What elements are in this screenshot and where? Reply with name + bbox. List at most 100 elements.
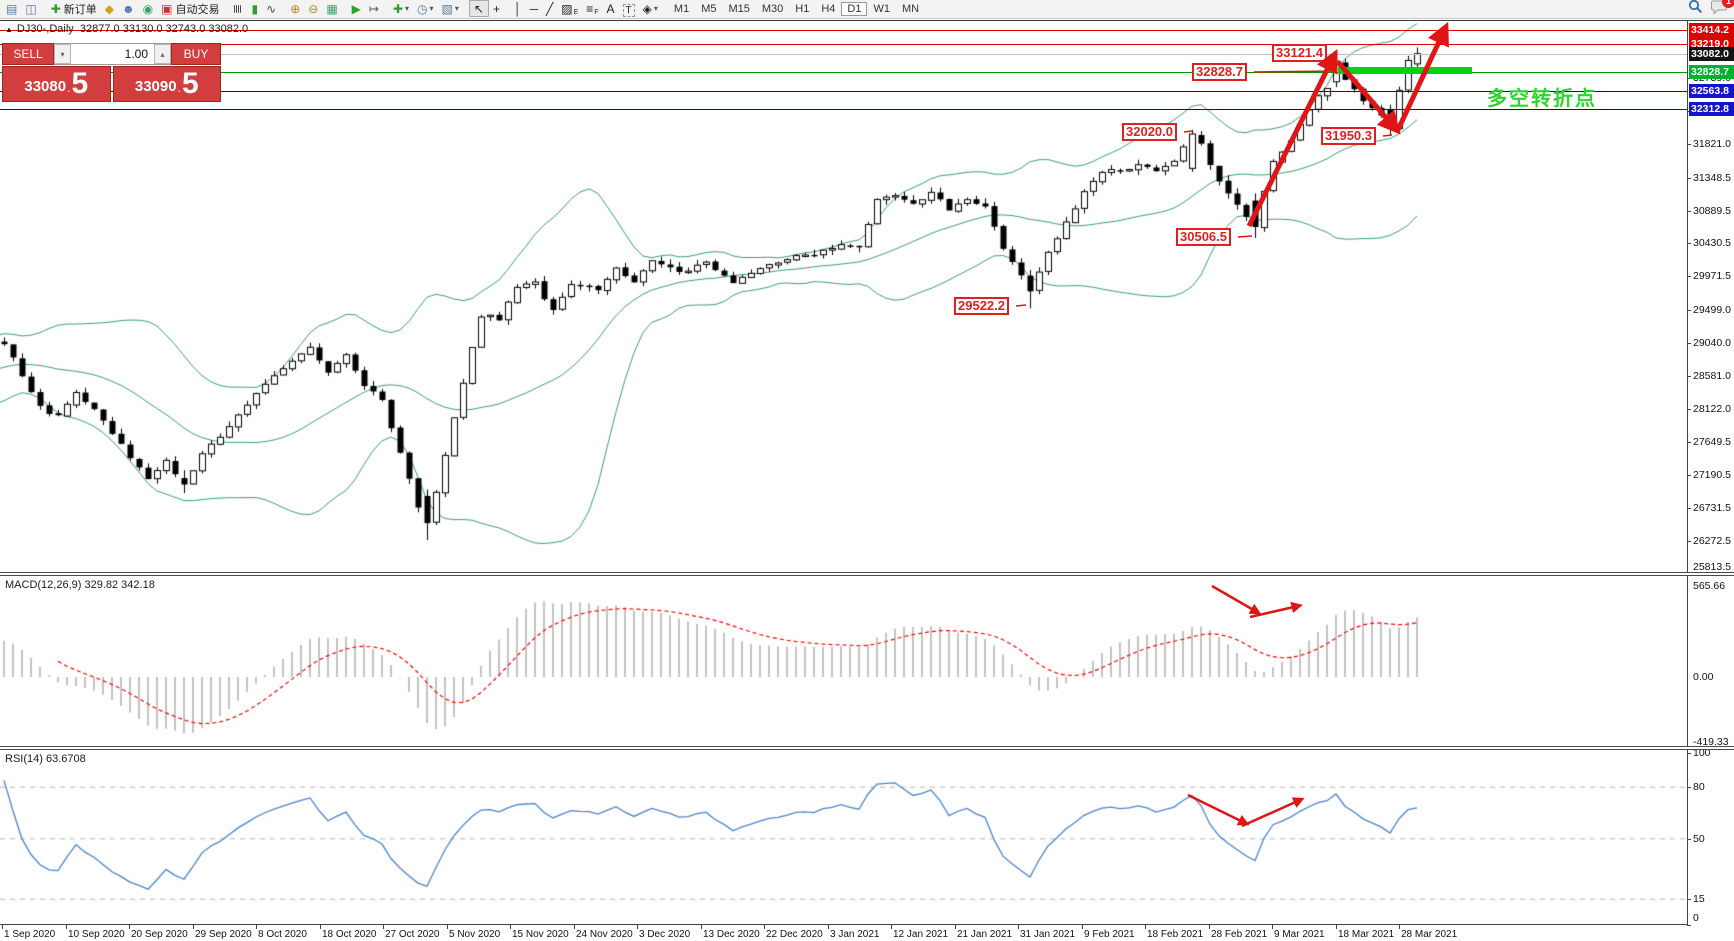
volume-input[interactable]: 1.00 — [124, 47, 148, 61]
tool-sub-letter: E — [573, 8, 579, 16]
price-annotation-box[interactable]: 32828.7 — [1192, 63, 1247, 81]
price-chart-canvas[interactable] — [0, 20, 1687, 572]
panel-separator[interactable] — [0, 572, 1734, 576]
timeframe-m5[interactable]: M5 — [701, 3, 717, 15]
tile-windows-icon: ▦ — [326, 1, 338, 16]
date-axis-label: 5 Nov 2020 — [449, 929, 501, 940]
timeframe-m1[interactable]: M1 — [673, 3, 690, 15]
chart-preview-icon[interactable]: ◫ — [21, 0, 40, 17]
sell-price-display[interactable]: 33080. 5 — [2, 66, 111, 102]
price-annotation-box[interactable]: 30506.5 — [1176, 228, 1231, 246]
period-clock-icon[interactable]: ◷ ▾ — [413, 0, 438, 17]
shapes-tool-icon[interactable]: ◈ ▾ — [639, 0, 662, 17]
macd-axis-tick: 565.66 — [1693, 580, 1726, 592]
price-annotation-box[interactable]: 29522.2 — [954, 297, 1009, 315]
date-axis-label: 28 Feb 2021 — [1211, 929, 1268, 940]
macd-axis-tick: -419.33 — [1693, 736, 1729, 748]
buy-price-display[interactable]: 33090. 5 — [112, 66, 221, 102]
date-tick-mark — [1082, 925, 1083, 929]
charts-window-icon[interactable]: ▤ — [2, 0, 21, 17]
signals-icon[interactable]: ◉ — [139, 0, 157, 17]
fibonacci-tool-icon[interactable]: ≡ F — [582, 0, 602, 17]
text-label-tool-icon[interactable]: T — [619, 2, 639, 19]
zoom-out-icon: ⊖ — [308, 1, 319, 16]
price-annotation-box[interactable]: 31950.3 — [1321, 127, 1376, 145]
panel-separator[interactable] — [0, 746, 1734, 750]
add-indicator-button[interactable]: ✚ ▾ — [389, 0, 413, 17]
collapse-marker-icon[interactable]: ▲ — [5, 25, 13, 34]
price-axis-tick: 25813.5 — [1693, 561, 1731, 573]
candles-chart-icon[interactable]: ▮ — [248, 0, 263, 17]
date-tick-mark — [1399, 925, 1400, 929]
chart-template-icon: ▧ — [441, 1, 453, 16]
cursor-tool-icon[interactable]: ↖ — [468, 0, 489, 17]
autotrading-button[interactable]: ▣ 自动交易 — [157, 0, 223, 17]
horizontal-level-line[interactable] — [0, 91, 1687, 92]
volume-increase-button[interactable]: ▴ — [154, 44, 171, 64]
vertical-line-tool-icon[interactable]: │ — [510, 0, 526, 17]
profile-icon[interactable]: ☻ — [118, 0, 139, 17]
dropdown-caret-icon[interactable]: ▾ — [429, 4, 434, 13]
tile-windows-icon[interactable]: ▦ — [322, 0, 341, 17]
text-tool-icon[interactable]: A — [603, 0, 619, 17]
date-axis-label: 8 Oct 2020 — [258, 929, 307, 940]
charts-window-icon: ▤ — [6, 1, 18, 16]
dropdown-caret-icon[interactable]: ▾ — [653, 4, 658, 13]
buy-button[interactable]: BUY — [171, 43, 221, 65]
support-highlight-bar[interactable] — [1338, 67, 1472, 74]
timeframe-m30[interactable]: M30 — [761, 3, 784, 15]
volume-decrease-button[interactable]: ▾ — [54, 44, 71, 64]
horizontal-level-line[interactable] — [0, 72, 1687, 73]
timeframe-w1[interactable]: W1 — [873, 3, 890, 15]
date-tick-mark — [1018, 925, 1019, 929]
horizontal-line-tool-icon: ─ — [529, 1, 538, 16]
chart-shift-icon[interactable]: ↦ — [365, 0, 383, 17]
timeframe-h4[interactable]: H4 — [821, 3, 836, 15]
chart-template-icon[interactable]: ▧ ▾ — [438, 0, 463, 17]
horizontal-level-line[interactable] — [0, 44, 1687, 45]
paint-bucket-icon: ◆ — [104, 1, 114, 16]
shapes-tool-icon: ◈ — [642, 1, 652, 16]
axis-tick-mark — [1687, 243, 1691, 244]
paint-bucket-icon[interactable]: ◆ — [101, 0, 118, 17]
dropdown-caret-icon[interactable]: ▾ — [405, 4, 410, 13]
autotrading-button: ▣ — [161, 1, 173, 16]
price-annotation-box[interactable]: 32020.0 — [1122, 123, 1177, 141]
dropdown-caret-icon[interactable]: ▾ — [454, 4, 459, 13]
timeframe-h1[interactable]: H1 — [795, 3, 810, 15]
chat-notification-icon[interactable]: 1 — [1711, 0, 1734, 19]
bars-chart-icon[interactable]: ≣ — [229, 0, 247, 17]
horizontal-level-line[interactable] — [0, 54, 1687, 55]
rsi-axis-tick: 15 — [1693, 893, 1705, 905]
crosshair-tool-icon[interactable]: + — [489, 0, 504, 17]
zoom-in-icon[interactable]: ⊕ — [286, 0, 304, 17]
chart-preview-icon: ◫ — [25, 1, 37, 16]
date-tick-mark — [510, 925, 511, 929]
price-axis-tick: 27649.5 — [1693, 436, 1731, 448]
rsi-indicator-canvas[interactable] — [0, 750, 1687, 925]
trendline-tool-icon[interactable]: ╱ — [542, 0, 557, 17]
rsi-axis-tick: 80 — [1693, 781, 1705, 793]
new-order-button[interactable]: ✚ 新订单 — [47, 0, 101, 17]
axis-tick-mark — [1687, 211, 1691, 212]
channel-tool-icon[interactable]: ▨ E — [557, 0, 582, 17]
price-axis-tick: 26272.5 — [1693, 535, 1731, 547]
timeframe-d1[interactable]: D1 — [841, 2, 868, 16]
horizontal-level-line[interactable] — [0, 109, 1687, 110]
macd-axis-tick: 0.00 — [1693, 671, 1714, 683]
horizontal-level-line[interactable] — [0, 30, 1687, 31]
date-axis-label: 18 Feb 2021 — [1147, 929, 1204, 940]
timeframe-m15[interactable]: M15 — [728, 3, 750, 15]
bars-chart-icon: ≣ — [231, 3, 246, 14]
date-tick-mark — [828, 925, 829, 929]
timeframe-mn[interactable]: MN — [901, 3, 920, 15]
horizontal-line-tool-icon[interactable]: ─ — [525, 0, 542, 17]
sell-button[interactable]: SELL — [2, 43, 54, 65]
auto-scroll-icon[interactable]: ▶ — [348, 0, 365, 17]
axis-tick-mark — [1687, 475, 1691, 476]
search-icon[interactable] — [1688, 0, 1703, 19]
price-annotation-box[interactable]: 33121.4 — [1272, 44, 1327, 62]
macd-indicator-canvas[interactable] — [0, 576, 1687, 746]
line-chart-icon[interactable]: ∿ — [262, 0, 280, 17]
zoom-out-icon[interactable]: ⊖ — [304, 0, 322, 17]
